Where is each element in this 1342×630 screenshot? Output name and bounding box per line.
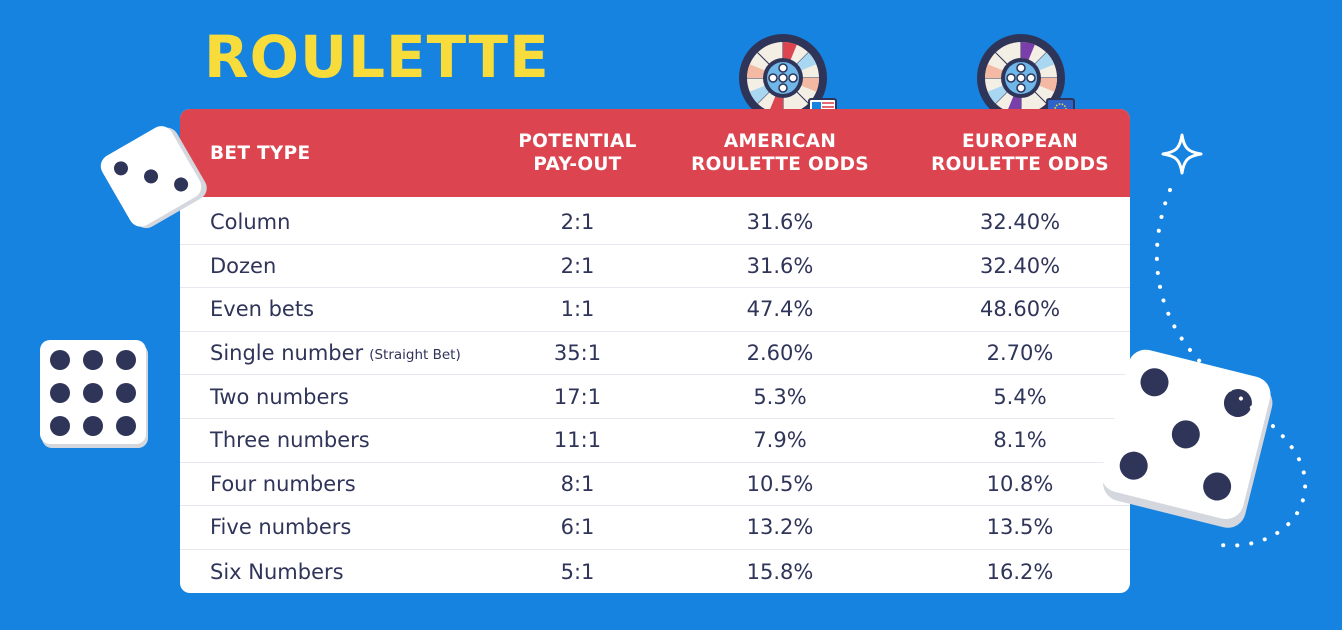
european-odds-cell: 2.70% [986, 341, 1054, 366]
american-odds-cell: 31.6% [746, 210, 814, 235]
header-american-odds: AMERICAN ROULETTE ODDS [691, 131, 869, 175]
table-body: Column 2:1 31.6% 32.40% Dozen 2:1 31.6% … [180, 201, 1130, 593]
european-odds-cell: 32.40% [979, 253, 1061, 278]
table-row: Two numbers 17:1 5.3% 5.4% [180, 375, 1130, 419]
bet-note: (Straight Bet) [369, 346, 461, 363]
american-odds-cell: 13.2% [746, 515, 814, 540]
bet-type-cell: Five numbers [210, 515, 352, 540]
header-european-odds: EUROPEAN ROULETTE ODDS [931, 131, 1109, 175]
bet-type-cell: Single number (Straight Bet) [210, 341, 461, 366]
table-row: Six Numbers 5:1 15.8% 16.2% [180, 550, 1130, 593]
table-row: Four numbers 8:1 10.5% 10.8% [180, 463, 1130, 507]
dice-three-icon [100, 126, 207, 229]
american-odds-cell: 2.60% [746, 341, 814, 366]
bet-type-cell: Six Numbers [210, 559, 344, 584]
european-odds-cell: 48.60% [979, 297, 1061, 322]
odds-table: BET TYPE POTENTIAL PAY-OUT AMERICAN ROULET… [180, 109, 1130, 593]
payout-cell: 11:1 [553, 428, 602, 453]
bet-type-cell: Column [210, 210, 291, 235]
table-row: Single number (Straight Bet) 35:1 2.60% 2… [180, 332, 1130, 376]
header-bet-type: BET TYPE [210, 142, 311, 164]
payout-cell: 8:1 [560, 471, 595, 496]
payout-cell: 2:1 [560, 253, 595, 278]
payout-cell: 1:1 [560, 297, 595, 322]
bet-type-cell: Even bets [210, 297, 315, 322]
table-row: Dozen 2:1 31.6% 32.40% [180, 245, 1130, 289]
payout-cell: 6:1 [560, 515, 595, 540]
american-odds-cell: 10.5% [746, 471, 814, 496]
american-odds-cell: 47.4% [746, 297, 814, 322]
european-odds-cell: 10.8% [986, 471, 1054, 496]
european-odds-cell: 8.1% [993, 428, 1047, 453]
dotted-trail-decoration [1154, 188, 1308, 548]
table-row: Three numbers 11:1 7.9% 8.1% [180, 419, 1130, 463]
dice-nine-icon [40, 340, 148, 448]
bet-type-cell: Dozen [210, 253, 277, 278]
payout-cell: 2:1 [560, 210, 595, 235]
european-odds-cell: 5.4% [993, 384, 1047, 409]
payout-cell: 35:1 [553, 341, 602, 366]
american-odds-cell: 5.3% [753, 384, 807, 409]
european-odds-cell: 32.40% [979, 210, 1061, 235]
bet-type-cell: Two numbers [210, 384, 349, 409]
page-title: ROULETTE [204, 23, 550, 91]
table-row: Column 2:1 31.6% 32.40% [180, 201, 1130, 245]
payout-cell: 5:1 [560, 559, 595, 584]
sparkle-icon [1161, 133, 1203, 175]
american-odds-cell: 7.9% [753, 428, 807, 453]
table-row: Five numbers 6:1 13.2% 13.5% [180, 506, 1130, 550]
dice-five-icon [1101, 349, 1273, 528]
header-potential-payout: POTENTIAL PAY-OUT [518, 131, 637, 175]
european-odds-cell: 13.5% [986, 515, 1054, 540]
american-odds-cell: 31.6% [746, 253, 814, 278]
european-odds-cell: 16.2% [986, 559, 1054, 584]
bet-type-cell: Three numbers [210, 428, 370, 453]
bet-type-cell: Four numbers [210, 471, 356, 496]
american-odds-cell: 15.8% [746, 559, 814, 584]
payout-cell: 17:1 [553, 384, 602, 409]
table-header: BET TYPE POTENTIAL PAY-OUT AMERICAN ROULET… [180, 109, 1130, 197]
table-row: Even bets 1:1 47.4% 48.60% [180, 288, 1130, 332]
